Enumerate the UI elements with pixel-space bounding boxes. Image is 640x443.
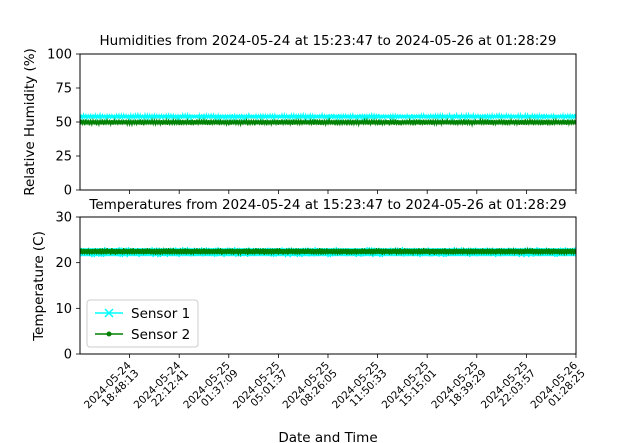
humidity-panel: Humidities from 2024-05-24 at 15:23:47 t… [22,33,577,199]
humidity-series-group [79,111,577,128]
legend-label-sensor-2: Sensor 2 [131,327,190,343]
temperature-x-ticks: 2024-05-2418:48:132024-05-2422:12:412024… [82,354,588,419]
x-tick-label: 2024-05-2422:12:41 [132,359,192,419]
y-tick-label: 0 [64,348,72,363]
x-tick-label: 2024-05-2601:28:25 [528,359,588,419]
y-tick-label: 0 [64,184,72,199]
legend-marker-sensor-1 [104,308,114,318]
y-tick-label: 100 [47,48,72,63]
legend-box [86,299,199,348]
x-tick-label: 2024-05-2522:03:57 [479,360,538,419]
x-axis-label: Date and Time [278,430,377,443]
temperature-panel: Temperatures from 2024-05-24 at 15:23:47… [31,197,588,443]
y-tick-label: 50 [55,116,72,131]
y-tick-label: 75 [55,82,72,97]
temperature-y-axis-label: Temperature (C) [31,231,47,342]
y-tick-label: 25 [55,150,72,165]
legend: Sensor 1 Sensor 2 [86,299,199,348]
x-tick-label: 2024-05-2515:15:01 [380,360,439,419]
series-band-sensor-2 [80,249,576,254]
humidity-y-ticks: 0 25 50 75 100 [47,48,577,199]
series-band-sensor-2 [80,120,576,125]
legend-marker-sensor-2 [106,331,112,337]
x-tick-label: 2024-05-2508:26:05 [280,360,339,419]
legend-label-sensor-1: Sensor 1 [131,306,190,322]
series-band-sensor-1 [80,114,576,119]
humidity-chart-title: Humidities from 2024-05-24 at 15:23:47 t… [100,33,557,49]
x-marker-stroke [104,308,114,318]
humidity-y-axis-label: Relative Humidity (%) [22,48,38,196]
x-tick-label: 2024-05-2505:01:37 [231,360,290,419]
y-tick-label: 30 [55,211,72,226]
y-tick-label: 10 [55,302,72,317]
x-tick-label: 2024-05-2501:37:09 [181,360,240,419]
y-tick-label: 20 [55,256,72,271]
x-tick-label: 2024-05-2518:39:29 [429,360,488,419]
temperature-y-ticks: 0 10 20 30 [55,211,80,363]
x-tick-label: 2024-05-2511:50:33 [330,360,389,419]
temperature-series-group [79,246,577,258]
x-tick-label: 2024-05-2418:48:13 [82,359,142,419]
temperature-chart-title: Temperatures from 2024-05-24 at 15:23:47… [88,197,566,213]
